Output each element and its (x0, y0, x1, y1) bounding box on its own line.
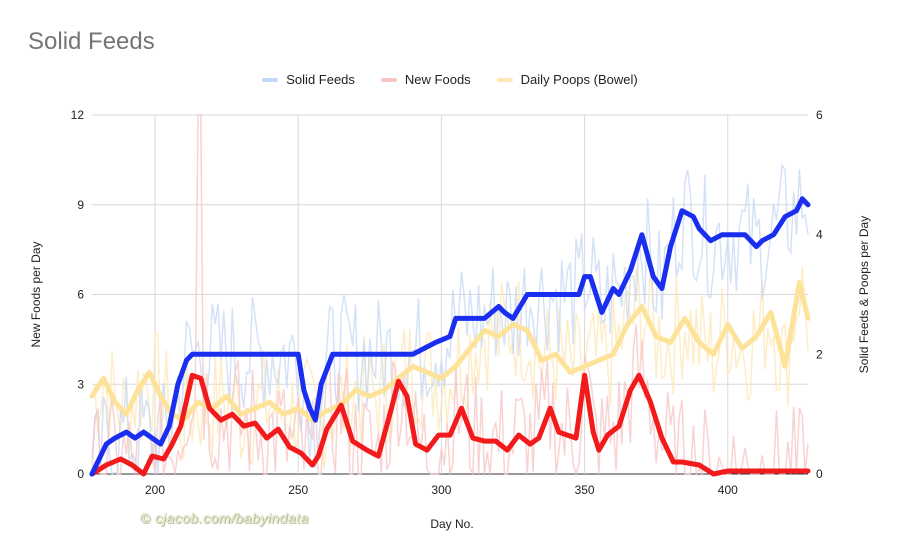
y-left-tick-label: 9 (77, 198, 84, 212)
x-tick-label: 250 (288, 483, 308, 497)
grid (92, 114, 808, 475)
legend-swatch-new-foods (380, 77, 397, 82)
y-right-tick-label: 4 (816, 228, 823, 242)
legend-item-solid-feeds[interactable]: Solid Feeds (262, 72, 355, 87)
raw-line-0 (91, 163, 809, 476)
legend-item-new-foods[interactable]: New Foods (380, 72, 471, 87)
y-left-tick-label: 0 (77, 467, 84, 481)
raw-line-2 (91, 265, 809, 470)
x-tick-label: 200 (145, 483, 165, 497)
watermark: © cjacob.com/babyindata (140, 510, 309, 526)
legend-label-daily-poops: Daily Poops (Bowel) (520, 72, 638, 87)
y-right-axis-label: Solid Feeds & Poops per Day (857, 216, 871, 373)
y-left-tick-label: 6 (77, 288, 84, 302)
x-tick-label: 350 (575, 483, 595, 497)
y-right-tick-label: 6 (816, 108, 823, 122)
y-left-tick-label: 12 (71, 108, 85, 122)
legend-swatch-daily-poops (496, 77, 513, 82)
x-tick-label: 400 (718, 483, 738, 497)
x-tick-label: 300 (431, 483, 451, 497)
y-left-tick-label: 3 (77, 377, 84, 391)
smoothed-series-layer (89, 196, 811, 477)
raw-line-1 (91, 114, 809, 477)
y-right-tick-label: 0 (816, 467, 823, 481)
series-line-0 (89, 196, 811, 477)
legend: Solid Feeds New Foods Daily Poops (Bowel… (0, 72, 900, 87)
legend-swatch-solid-feeds (262, 77, 279, 82)
legend-label-new-foods: New Foods (404, 72, 471, 87)
y-right-tick-label: 2 (816, 347, 823, 361)
legend-label-solid-feeds: Solid Feeds (286, 72, 355, 87)
chart-title: Solid Feeds (28, 28, 155, 55)
y-left-axis-label: New Foods per Day (29, 241, 43, 347)
axes: 0 3 6 9 12 0 2 4 6 200 250 300 350 400 Day No. New Food… (29, 108, 871, 531)
legend-item-daily-poops[interactable]: Daily Poops (Bowel) (496, 72, 638, 87)
raw-series-layer (91, 114, 809, 477)
series-line-1 (89, 372, 811, 477)
x-axis-label: Day No. (430, 517, 473, 531)
series-line-2 (89, 280, 811, 423)
